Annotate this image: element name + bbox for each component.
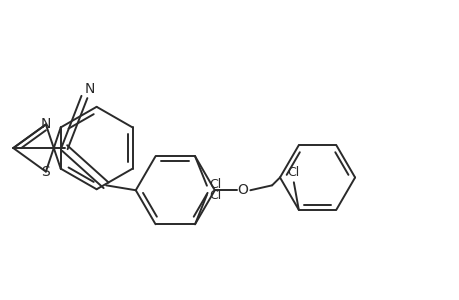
Text: Cl: Cl bbox=[287, 166, 299, 179]
Text: N: N bbox=[84, 82, 95, 96]
Text: N: N bbox=[40, 118, 51, 131]
Text: S: S bbox=[41, 165, 50, 178]
Text: Cl: Cl bbox=[208, 178, 221, 191]
Text: O: O bbox=[236, 183, 247, 197]
Text: Cl: Cl bbox=[208, 189, 221, 202]
